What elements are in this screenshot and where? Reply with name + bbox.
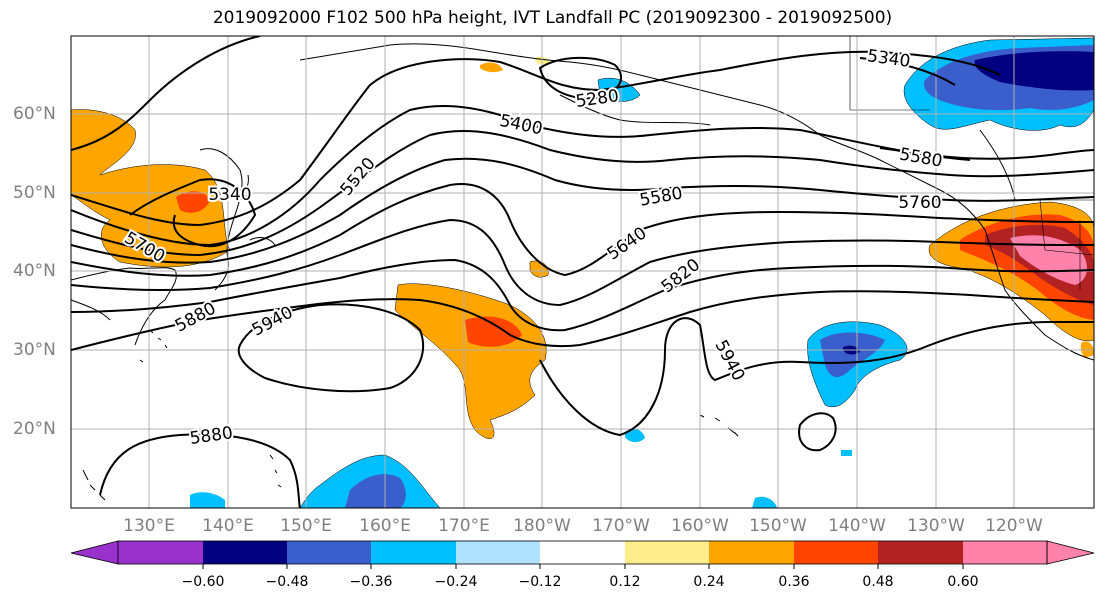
contour-line <box>859 57 956 86</box>
lat-label: 30°N <box>13 340 56 360</box>
colorbar-segment <box>794 541 878 564</box>
lon-label: 170°E <box>438 516 490 536</box>
colorbar-frame <box>117 540 1048 565</box>
lon-label: 170°W <box>592 516 650 536</box>
ivt-negative-spot-3 <box>625 428 645 443</box>
colorbar-tick-label: −0.12 <box>518 574 562 590</box>
contour-line <box>71 36 261 151</box>
contour-line <box>71 50 1001 227</box>
ivt-negative-spot-2 <box>597 77 641 102</box>
lon-label: 120°W <box>985 516 1043 536</box>
colorbar-segment <box>709 541 794 564</box>
colorbar-segment <box>371 541 456 564</box>
ivt-negative-spot-4 <box>752 496 777 508</box>
ivt-high-region-central <box>465 316 522 347</box>
lon-label: 140°W <box>828 516 886 536</box>
contour-label: 5760 <box>898 193 941 213</box>
islands <box>82 329 739 501</box>
lon-label: 160°E <box>359 516 411 536</box>
ivt-strongest-negative-nw-canada <box>974 51 1094 91</box>
colorbar-tick-label: 0.48 <box>862 574 894 590</box>
contour-label: 5340 <box>208 185 251 205</box>
contour-line <box>71 157 1094 264</box>
height-contours <box>71 36 1094 508</box>
contour-line <box>539 317 1094 437</box>
lon-label: 160°W <box>671 516 729 536</box>
colorbar-tick-label: −0.60 <box>181 574 225 590</box>
colorbar-tick-label: −0.24 <box>434 574 478 590</box>
lat-label: 50°N <box>13 183 56 203</box>
lon-label: 140°E <box>202 516 254 536</box>
gridlines <box>71 36 1094 508</box>
ivt-highest-region-east <box>1010 235 1087 285</box>
contour-line <box>71 183 1094 277</box>
colorbar-tick-label: −0.36 <box>349 574 393 590</box>
contour-line <box>129 178 257 248</box>
colorbar-segment <box>203 541 287 564</box>
lat-label: 60°N <box>13 104 56 124</box>
contour-line <box>71 258 1094 332</box>
ivt-high-region-west <box>176 191 210 213</box>
lat-label: 40°N <box>13 261 56 281</box>
colorbar-tick-label: 0.60 <box>947 574 979 590</box>
ivt-negative-spot-1 <box>190 492 225 508</box>
colorbar-extend-high <box>1046 540 1095 565</box>
colorbar-tick-label: 0.12 <box>609 574 641 590</box>
colorbar-extend-low <box>70 540 119 565</box>
colorbar <box>70 540 1095 569</box>
contour-line <box>99 433 301 508</box>
figure-title: 2019092000 F102 500 hPa height, IVT Land… <box>212 8 893 28</box>
lat-label: 20°N <box>13 419 56 439</box>
colorbar-segment <box>878 541 963 564</box>
colorbar-tick-label: 0.36 <box>778 574 810 590</box>
colorbar-tick-label: −0.48 <box>265 574 309 590</box>
ivt-strong-negative-east-pacific <box>820 332 885 377</box>
contour-line <box>71 290 1094 351</box>
contour-label: 5280 <box>574 86 620 112</box>
colorbar-segment <box>540 541 625 564</box>
colorbar-segment <box>456 541 540 564</box>
colorbar-segment <box>625 541 709 564</box>
colorbar-segment <box>118 541 203 564</box>
colorbar-segment <box>287 541 371 564</box>
contour-line <box>798 412 837 452</box>
lon-label: 150°W <box>749 516 807 536</box>
lon-label: 180°W <box>513 516 571 536</box>
lon-label: 130°E <box>123 516 175 536</box>
contour-line <box>237 303 425 393</box>
contour-line <box>538 56 623 100</box>
contour-line <box>71 130 1094 257</box>
map-frame <box>70 35 1095 509</box>
colorbar-segment <box>963 541 1047 564</box>
colorbar-tick-label: 0.24 <box>693 574 725 590</box>
ivt-strong-negative-subtropics <box>345 474 406 508</box>
ivt-negative-spot-5 <box>841 450 852 456</box>
lon-label: 130°W <box>907 516 965 536</box>
map-area: 5340 5280 5400 5520 5340 5700 5880 5940 … <box>71 36 1094 508</box>
lon-label: 150°E <box>280 516 332 536</box>
ivt-positive-spot-north <box>480 62 503 73</box>
ivt-positive-region-west <box>71 109 231 268</box>
contour-line <box>879 147 971 161</box>
ivt-shading <box>71 37 1094 508</box>
contour-line <box>71 218 1094 307</box>
